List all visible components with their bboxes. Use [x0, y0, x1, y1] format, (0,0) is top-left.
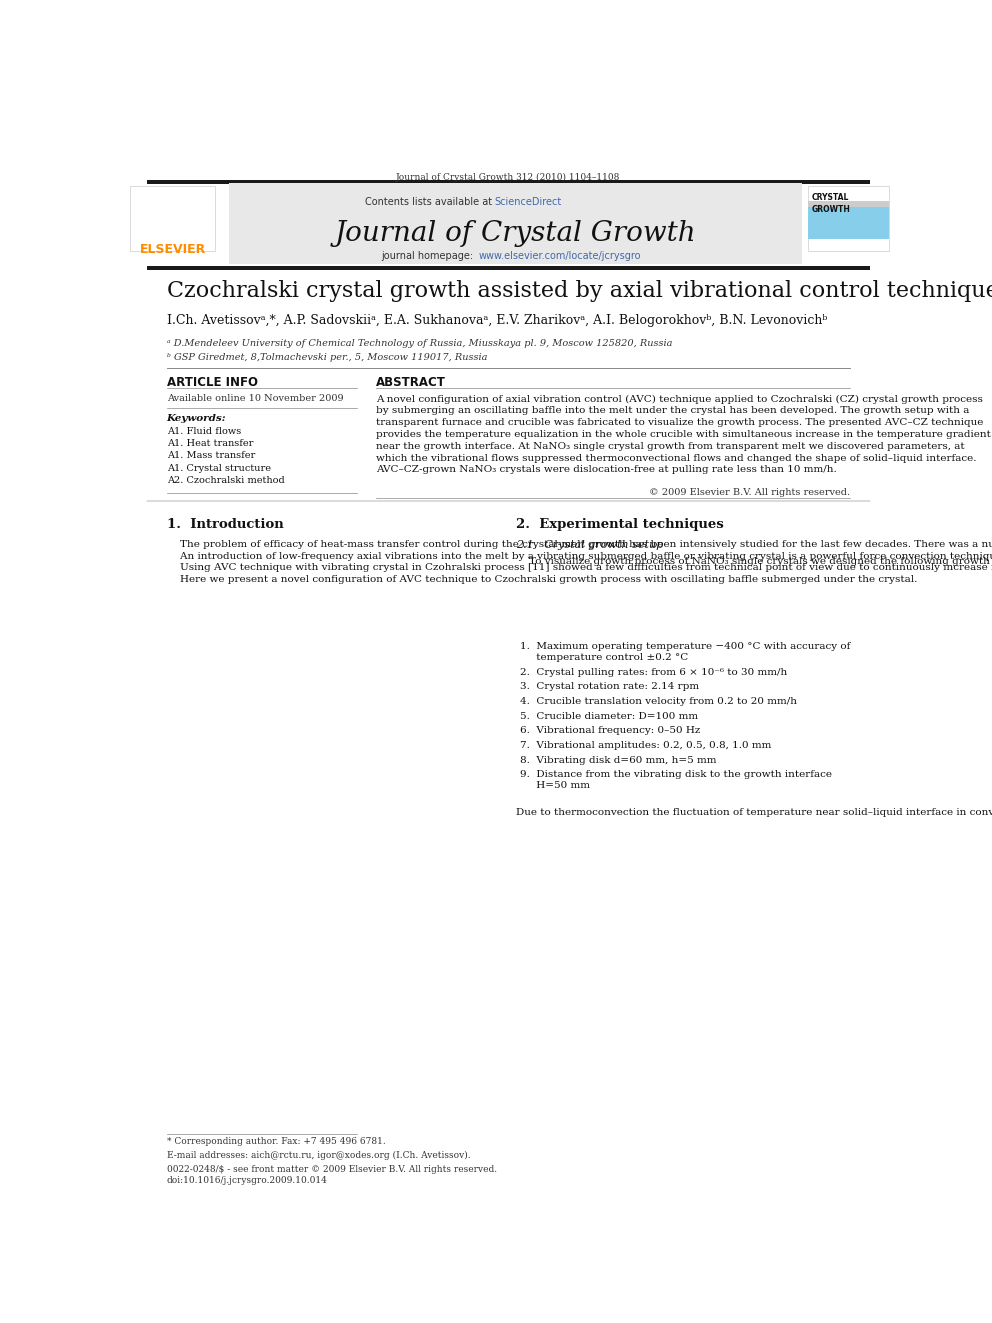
Text: E-mail addresses: aich@rctu.ru, igor@xodes.org (I.Ch. Avetissov).: E-mail addresses: aich@rctu.ru, igor@xod… — [167, 1151, 470, 1160]
Text: www.elsevier.com/locate/jcrysgro: www.elsevier.com/locate/jcrysgro — [479, 251, 642, 261]
Text: 2.  Experimental techniques: 2. Experimental techniques — [516, 519, 724, 532]
Bar — [807, 185, 889, 251]
Text: ᵇ GSP Giredmet, 8,Tolmachevski per., 5, Moscow 119017, Russia: ᵇ GSP Giredmet, 8,Tolmachevski per., 5, … — [167, 353, 487, 361]
Bar — [147, 180, 870, 184]
Text: Czochralski crystal growth assisted by axial vibrational control technique: Czochralski crystal growth assisted by a… — [167, 279, 992, 302]
Text: The problem of efficacy of heat-mass transfer control during the crystal-melt gr: The problem of efficacy of heat-mass tra… — [167, 540, 992, 583]
Bar — [147, 266, 870, 270]
Text: 4.  Crucible translation velocity from 0.2 to 20 mm/h: 4. Crucible translation velocity from 0.… — [520, 697, 797, 706]
Text: A2. Czochralski method: A2. Czochralski method — [167, 476, 285, 486]
Text: ᵃ D.Mendeleev University of Chemical Technology of Russia, Miusskaya pl. 9, Mosc: ᵃ D.Mendeleev University of Chemical Tec… — [167, 339, 673, 348]
Text: Due to thermoconvection the fluctuation of temperature near solid–liquid interfa: Due to thermoconvection the fluctuation … — [516, 808, 992, 816]
Bar — [807, 206, 889, 239]
Text: ScienceDirect: ScienceDirect — [494, 197, 561, 208]
Text: A1. Heat transfer: A1. Heat transfer — [167, 439, 253, 448]
Text: 9.  Distance from the vibrating disk to the growth interface
     H=50 mm: 9. Distance from the vibrating disk to t… — [520, 770, 832, 790]
Text: 0022-0248/$ - see front matter © 2009 Elsevier B.V. All rights reserved.: 0022-0248/$ - see front matter © 2009 El… — [167, 1166, 497, 1174]
Text: A1. Fluid flows: A1. Fluid flows — [167, 427, 241, 435]
Text: To visualize growth process of NaNO₃ single crystals we designed the following g: To visualize growth process of NaNO₃ sin… — [516, 557, 992, 566]
Text: Keywords:: Keywords: — [167, 414, 226, 423]
Text: 6.  Vibrational frequency: 0–50 Hz: 6. Vibrational frequency: 0–50 Hz — [520, 726, 700, 736]
Text: 5.  Crucible diameter: D=100 mm: 5. Crucible diameter: D=100 mm — [520, 712, 698, 721]
Text: Contents lists available at: Contents lists available at — [365, 197, 492, 208]
Text: * Corresponding author. Fax: +7 495 496 6781.: * Corresponding author. Fax: +7 495 496 … — [167, 1138, 385, 1147]
Text: ARTICLE INFO: ARTICLE INFO — [167, 376, 258, 389]
Text: 3.  Crystal rotation rate: 2.14 rpm: 3. Crystal rotation rate: 2.14 rpm — [520, 683, 699, 692]
Text: Journal of Crystal Growth: Journal of Crystal Growth — [334, 221, 696, 247]
Text: 8.  Vibrating disk d=60 mm, h=5 mm: 8. Vibrating disk d=60 mm, h=5 mm — [520, 755, 716, 765]
Text: A novel configuration of axial vibration control (AVC) technique applied to Czoc: A novel configuration of axial vibration… — [376, 394, 991, 475]
Text: A1. Crystal structure: A1. Crystal structure — [167, 463, 271, 472]
Text: 1.  Maximum operating temperature −400 °C with accuracy of
     temperature cont: 1. Maximum operating temperature −400 °C… — [520, 642, 850, 662]
Text: 2.  Crystal pulling rates: from 6 × 10⁻⁶ to 30 mm/h: 2. Crystal pulling rates: from 6 × 10⁻⁶ … — [520, 668, 788, 677]
Text: ELSEVIER: ELSEVIER — [140, 243, 206, 257]
Text: Journal of Crystal Growth 312 (2010) 1104–1108: Journal of Crystal Growth 312 (2010) 110… — [396, 172, 621, 181]
Text: 1.  Introduction: 1. Introduction — [167, 519, 284, 532]
Text: I.Ch. Avetissovᵃ,*, A.P. Sadovskiiᵃ, E.A. Sukhanovaᵃ, E.V. Zharikovᵃ, A.I. Belog: I.Ch. Avetissovᵃ,*, A.P. Sadovskiiᵃ, E.A… — [167, 315, 827, 327]
Bar — [228, 184, 803, 265]
Text: ABSTRACT: ABSTRACT — [376, 376, 445, 389]
Text: CRYSTAL
GROWTH: CRYSTAL GROWTH — [811, 193, 851, 213]
Text: 2.1.  Crystal growth setup: 2.1. Crystal growth setup — [516, 540, 664, 550]
Bar — [807, 201, 889, 206]
Text: 7.  Vibrational amplitudes: 0.2, 0.5, 0.8, 1.0 mm: 7. Vibrational amplitudes: 0.2, 0.5, 0.8… — [520, 741, 772, 750]
Bar — [130, 185, 215, 251]
Text: doi:10.1016/j.jcrysgro.2009.10.014: doi:10.1016/j.jcrysgro.2009.10.014 — [167, 1176, 327, 1185]
Text: A1. Mass transfer: A1. Mass transfer — [167, 451, 255, 460]
Text: © 2009 Elsevier B.V. All rights reserved.: © 2009 Elsevier B.V. All rights reserved… — [649, 488, 850, 497]
Text: journal homepage:: journal homepage: — [381, 251, 476, 261]
Text: Available online 10 November 2009: Available online 10 November 2009 — [167, 394, 343, 404]
